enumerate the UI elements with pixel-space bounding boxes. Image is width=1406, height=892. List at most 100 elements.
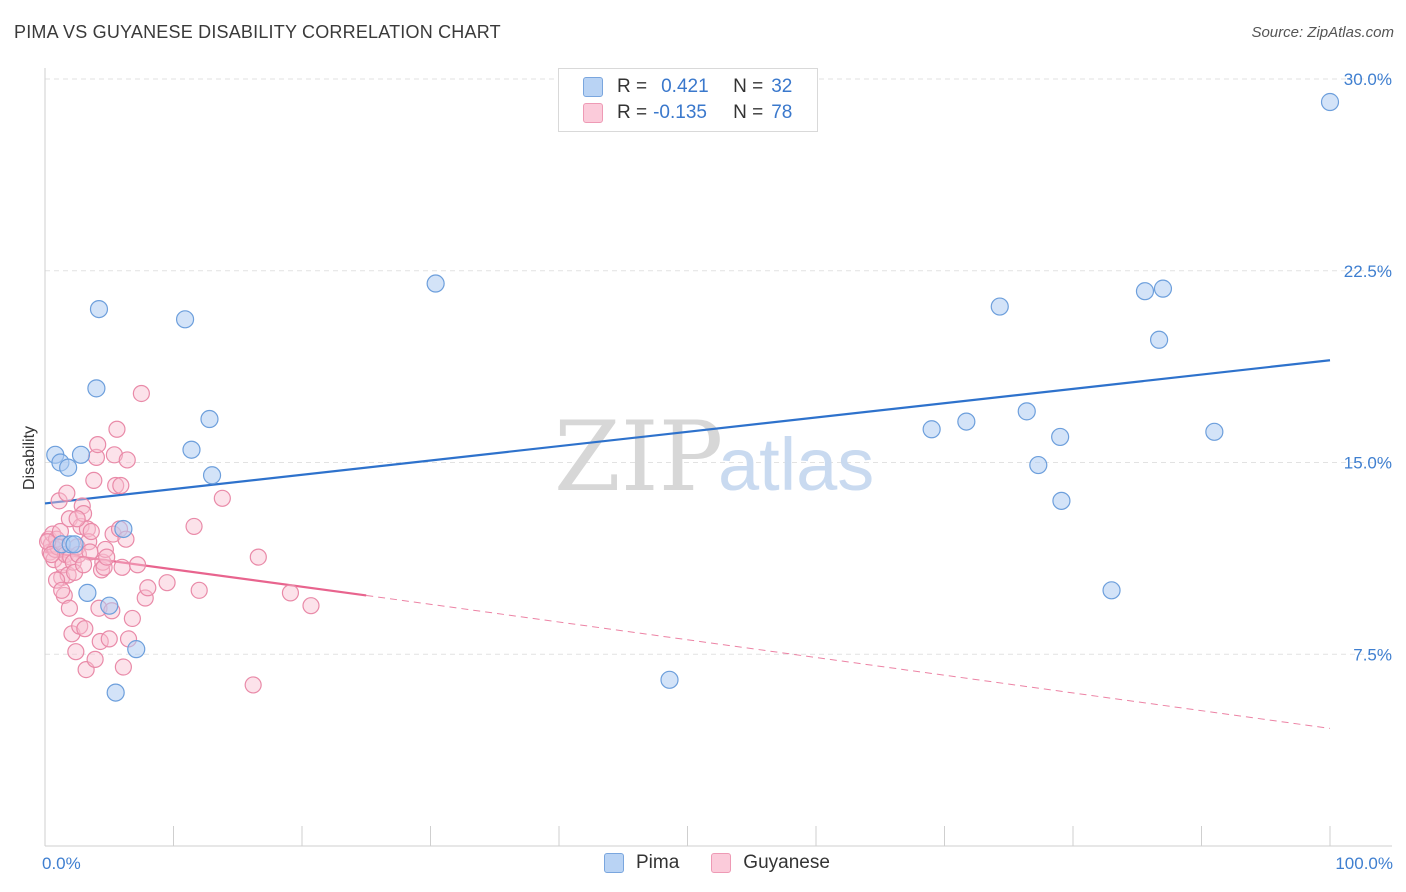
guyanese-point	[108, 420, 126, 438]
pima-point	[65, 535, 84, 554]
guyanese-n-value: 78	[771, 102, 793, 123]
guyanese-point	[53, 581, 71, 599]
guyanese-point	[190, 581, 208, 599]
legend-row-guyanese: R = -0.135 N = 78	[583, 101, 792, 125]
guyanese-point	[67, 643, 85, 661]
guyanese-point	[281, 584, 300, 602]
guyanese-point	[76, 620, 94, 638]
pima-r-value: 0.421	[661, 76, 709, 97]
chart-title: PIMA VS GUYANESE DISABILITY CORRELATION …	[14, 22, 501, 42]
guyanese-legend-label: Guyanese	[743, 852, 830, 873]
source-label: Source: ZipAtlas.com	[1251, 24, 1394, 41]
pima-point	[1052, 491, 1071, 510]
pima-r-label: R =	[617, 76, 648, 97]
guyanese-n-label: N =	[733, 102, 764, 123]
guyanese-legend-swatch	[711, 853, 732, 873]
guyanese-point	[136, 589, 154, 607]
x-tick-label: 100.0%	[1335, 854, 1393, 873]
pima-swatch	[583, 77, 603, 97]
pima-points	[46, 92, 1340, 702]
pima-point	[1149, 330, 1169, 349]
pima-point	[202, 466, 222, 485]
x-tick-labels: 0.0% 100.0%	[42, 854, 1393, 873]
pima-trend-line	[44, 359, 1331, 505]
pima-point	[1102, 581, 1121, 600]
guyanese-point	[123, 609, 141, 628]
pima-point	[200, 409, 219, 429]
guyanese-point	[139, 579, 157, 597]
guyanese-point	[100, 630, 118, 648]
pima-point	[182, 440, 201, 459]
guyanese-point	[58, 484, 76, 502]
y-tick-label: 15.0%	[1344, 454, 1392, 473]
pima-point	[1017, 402, 1036, 421]
pima-n-value: 32	[771, 76, 793, 97]
y-tick-labels: 7.5% 15.0% 22.5% 30.0%	[1344, 70, 1392, 664]
x-tick-label: 0.0%	[42, 854, 81, 873]
guyanese-point	[244, 676, 262, 694]
pima-point	[100, 596, 119, 615]
pima-point	[87, 379, 106, 398]
pima-point	[89, 300, 109, 319]
grid-lines	[45, 78, 1392, 655]
guyanese-point	[132, 384, 150, 403]
y-tick-label: 30.0%	[1344, 70, 1392, 89]
guyanese-point	[98, 548, 116, 566]
legend-item-guyanese[interactable]: Guyanese	[711, 852, 830, 874]
y-tick-label: 22.5%	[1344, 262, 1392, 281]
guyanese-point	[302, 597, 320, 615]
pima-point	[175, 310, 195, 329]
guyanese-point	[107, 476, 125, 495]
pima-point	[660, 670, 679, 689]
guyanese-point	[60, 599, 79, 617]
guyanese-point	[105, 446, 123, 464]
axes	[44, 68, 1392, 847]
guyanese-point	[128, 556, 147, 574]
stats-legend: R = 0.421 N = 32 R = -0.135 N = 78	[558, 68, 818, 132]
legend-item-pima[interactable]: Pima	[604, 852, 679, 874]
series-legend: Pima Guyanese	[604, 852, 862, 874]
guyanese-r-label: R =	[617, 102, 648, 123]
guyanese-point	[95, 558, 113, 576]
pima-point	[1153, 279, 1173, 298]
pima-legend-swatch	[604, 853, 624, 873]
pima-point	[114, 519, 133, 539]
guyanese-point	[113, 558, 131, 576]
watermark-zip: ZIP	[554, 401, 723, 513]
guyanese-point	[185, 517, 203, 536]
guyanese-point	[74, 556, 93, 574]
pima-point	[1051, 427, 1070, 447]
guyanese-point	[114, 658, 132, 676]
guyanese-point	[158, 574, 176, 592]
pima-point	[106, 683, 125, 702]
guyanese-point	[68, 510, 86, 528]
guyanese-trend-line-extension	[366, 594, 1331, 729]
pima-point	[1205, 422, 1224, 441]
guyanese-point	[82, 522, 100, 541]
guyanese-swatch	[583, 103, 603, 123]
guyanese-r-value: -0.135	[653, 102, 707, 123]
guyanese-point	[85, 471, 103, 489]
watermark-atlas: atlas	[718, 423, 874, 506]
pima-point	[1320, 92, 1340, 112]
guyanese-point	[112, 476, 130, 495]
legend-row-pima: R = 0.421 N = 32	[583, 75, 792, 99]
guyanese-point	[213, 489, 231, 507]
pima-point	[957, 412, 976, 431]
pima-point	[1135, 282, 1155, 301]
pima-point	[78, 583, 97, 602]
guyanese-point	[47, 571, 66, 589]
pima-point	[127, 640, 146, 659]
pima-legend-label: Pima	[636, 852, 680, 873]
guyanese-point	[89, 436, 107, 454]
guyanese-point	[249, 548, 267, 566]
pima-point	[922, 420, 941, 439]
pima-point	[71, 445, 91, 464]
y-tick-label: 7.5%	[1353, 645, 1392, 664]
pima-n-label: N =	[733, 76, 764, 97]
pima-point	[426, 274, 445, 293]
pima-point	[990, 297, 1009, 316]
pima-point	[59, 458, 78, 477]
guyanese-point	[118, 451, 136, 469]
